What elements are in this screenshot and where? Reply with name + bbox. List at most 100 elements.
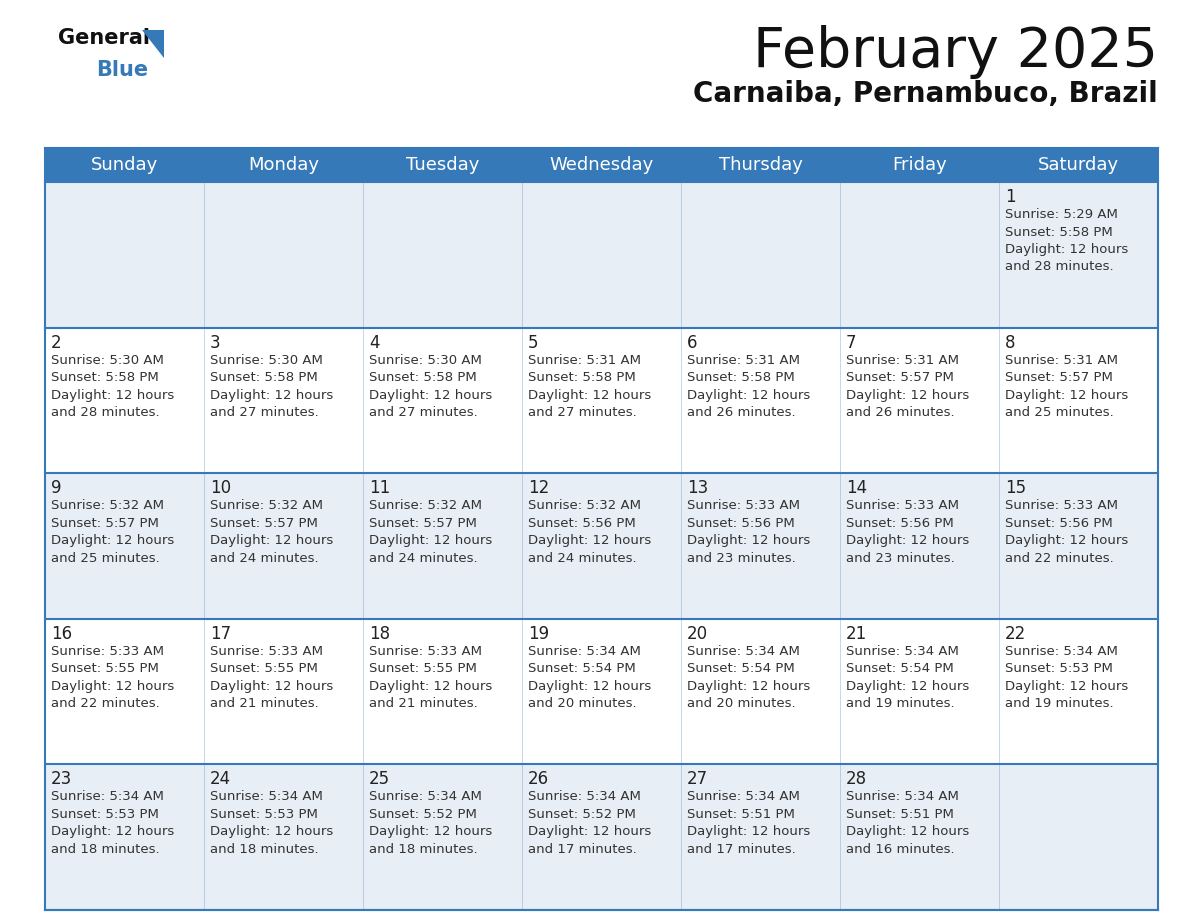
Text: Sunrise: 5:33 AM
Sunset: 5:55 PM
Daylight: 12 hours
and 22 minutes.: Sunrise: 5:33 AM Sunset: 5:55 PM Dayligh… — [51, 644, 175, 711]
Text: Sunrise: 5:34 AM
Sunset: 5:54 PM
Daylight: 12 hours
and 19 minutes.: Sunrise: 5:34 AM Sunset: 5:54 PM Dayligh… — [846, 644, 969, 711]
Text: Sunrise: 5:33 AM
Sunset: 5:56 PM
Daylight: 12 hours
and 23 minutes.: Sunrise: 5:33 AM Sunset: 5:56 PM Dayligh… — [846, 499, 969, 565]
Bar — [45, 182, 204, 328]
Bar — [45, 473, 204, 619]
Bar — [45, 619, 204, 765]
Text: 2: 2 — [51, 333, 62, 352]
Text: Sunrise: 5:29 AM
Sunset: 5:58 PM
Daylight: 12 hours
and 28 minutes.: Sunrise: 5:29 AM Sunset: 5:58 PM Dayligh… — [1005, 208, 1129, 274]
Bar — [364, 328, 522, 473]
Text: Sunrise: 5:31 AM
Sunset: 5:58 PM
Daylight: 12 hours
and 26 minutes.: Sunrise: 5:31 AM Sunset: 5:58 PM Dayligh… — [687, 353, 810, 420]
Text: 25: 25 — [369, 770, 390, 789]
Text: Sunrise: 5:34 AM
Sunset: 5:51 PM
Daylight: 12 hours
and 17 minutes.: Sunrise: 5:34 AM Sunset: 5:51 PM Dayligh… — [687, 790, 810, 856]
Bar — [522, 182, 681, 328]
Text: Sunrise: 5:34 AM
Sunset: 5:54 PM
Daylight: 12 hours
and 20 minutes.: Sunrise: 5:34 AM Sunset: 5:54 PM Dayligh… — [687, 644, 810, 711]
Text: 3: 3 — [210, 333, 221, 352]
Bar — [204, 765, 364, 910]
Text: Carnaiba, Pernambuco, Brazil: Carnaiba, Pernambuco, Brazil — [694, 80, 1158, 108]
Text: Sunrise: 5:34 AM
Sunset: 5:52 PM
Daylight: 12 hours
and 17 minutes.: Sunrise: 5:34 AM Sunset: 5:52 PM Dayligh… — [527, 790, 651, 856]
Text: Friday: Friday — [892, 156, 947, 174]
Text: Sunrise: 5:32 AM
Sunset: 5:57 PM
Daylight: 12 hours
and 25 minutes.: Sunrise: 5:32 AM Sunset: 5:57 PM Dayligh… — [51, 499, 175, 565]
Text: Sunrise: 5:31 AM
Sunset: 5:57 PM
Daylight: 12 hours
and 26 minutes.: Sunrise: 5:31 AM Sunset: 5:57 PM Dayligh… — [846, 353, 969, 420]
Polygon shape — [143, 30, 164, 58]
Bar — [840, 619, 999, 765]
Text: Sunrise: 5:32 AM
Sunset: 5:57 PM
Daylight: 12 hours
and 24 minutes.: Sunrise: 5:32 AM Sunset: 5:57 PM Dayligh… — [210, 499, 334, 565]
Text: Sunrise: 5:34 AM
Sunset: 5:52 PM
Daylight: 12 hours
and 18 minutes.: Sunrise: 5:34 AM Sunset: 5:52 PM Dayligh… — [369, 790, 492, 856]
Text: 11: 11 — [369, 479, 390, 498]
Bar — [45, 148, 1158, 182]
Text: Sunrise: 5:33 AM
Sunset: 5:55 PM
Daylight: 12 hours
and 21 minutes.: Sunrise: 5:33 AM Sunset: 5:55 PM Dayligh… — [369, 644, 492, 711]
Text: Saturday: Saturday — [1038, 156, 1119, 174]
Text: Sunrise: 5:32 AM
Sunset: 5:57 PM
Daylight: 12 hours
and 24 minutes.: Sunrise: 5:32 AM Sunset: 5:57 PM Dayligh… — [369, 499, 492, 565]
Bar — [522, 473, 681, 619]
Text: 18: 18 — [369, 625, 390, 643]
Bar — [681, 182, 840, 328]
Text: Sunrise: 5:34 AM
Sunset: 5:53 PM
Daylight: 12 hours
and 19 minutes.: Sunrise: 5:34 AM Sunset: 5:53 PM Dayligh… — [1005, 644, 1129, 711]
Text: Sunrise: 5:30 AM
Sunset: 5:58 PM
Daylight: 12 hours
and 28 minutes.: Sunrise: 5:30 AM Sunset: 5:58 PM Dayligh… — [51, 353, 175, 420]
Text: Sunrise: 5:33 AM
Sunset: 5:56 PM
Daylight: 12 hours
and 23 minutes.: Sunrise: 5:33 AM Sunset: 5:56 PM Dayligh… — [687, 499, 810, 565]
Bar — [522, 328, 681, 473]
Text: Sunrise: 5:31 AM
Sunset: 5:58 PM
Daylight: 12 hours
and 27 minutes.: Sunrise: 5:31 AM Sunset: 5:58 PM Dayligh… — [527, 353, 651, 420]
Text: 19: 19 — [527, 625, 549, 643]
Text: Tuesday: Tuesday — [406, 156, 479, 174]
Bar — [204, 328, 364, 473]
Bar — [364, 473, 522, 619]
Text: 15: 15 — [1005, 479, 1026, 498]
Text: Sunday: Sunday — [90, 156, 158, 174]
Bar — [204, 619, 364, 765]
Bar — [999, 182, 1158, 328]
Text: Sunrise: 5:32 AM
Sunset: 5:56 PM
Daylight: 12 hours
and 24 minutes.: Sunrise: 5:32 AM Sunset: 5:56 PM Dayligh… — [527, 499, 651, 565]
Bar — [364, 182, 522, 328]
Text: Sunrise: 5:30 AM
Sunset: 5:58 PM
Daylight: 12 hours
and 27 minutes.: Sunrise: 5:30 AM Sunset: 5:58 PM Dayligh… — [369, 353, 492, 420]
Bar — [204, 182, 364, 328]
Text: Sunrise: 5:31 AM
Sunset: 5:57 PM
Daylight: 12 hours
and 25 minutes.: Sunrise: 5:31 AM Sunset: 5:57 PM Dayligh… — [1005, 353, 1129, 420]
Text: 10: 10 — [210, 479, 232, 498]
Bar — [999, 473, 1158, 619]
Text: General: General — [58, 28, 150, 48]
Text: 14: 14 — [846, 479, 867, 498]
Text: 9: 9 — [51, 479, 62, 498]
Text: 22: 22 — [1005, 625, 1026, 643]
Bar — [840, 182, 999, 328]
Bar — [522, 765, 681, 910]
Bar — [522, 619, 681, 765]
Text: 20: 20 — [687, 625, 708, 643]
Text: Sunrise: 5:30 AM
Sunset: 5:58 PM
Daylight: 12 hours
and 27 minutes.: Sunrise: 5:30 AM Sunset: 5:58 PM Dayligh… — [210, 353, 334, 420]
Bar — [681, 765, 840, 910]
Text: 4: 4 — [369, 333, 379, 352]
Text: Sunrise: 5:33 AM
Sunset: 5:56 PM
Daylight: 12 hours
and 22 minutes.: Sunrise: 5:33 AM Sunset: 5:56 PM Dayligh… — [1005, 499, 1129, 565]
Bar — [681, 473, 840, 619]
Text: 1: 1 — [1005, 188, 1016, 206]
Bar — [999, 328, 1158, 473]
Bar — [681, 328, 840, 473]
Text: Sunrise: 5:34 AM
Sunset: 5:51 PM
Daylight: 12 hours
and 16 minutes.: Sunrise: 5:34 AM Sunset: 5:51 PM Dayligh… — [846, 790, 969, 856]
Bar — [681, 619, 840, 765]
Text: Sunrise: 5:34 AM
Sunset: 5:53 PM
Daylight: 12 hours
and 18 minutes.: Sunrise: 5:34 AM Sunset: 5:53 PM Dayligh… — [210, 790, 334, 856]
Text: February 2025: February 2025 — [753, 25, 1158, 79]
Text: 21: 21 — [846, 625, 867, 643]
Bar — [364, 765, 522, 910]
Bar — [45, 765, 204, 910]
Text: 6: 6 — [687, 333, 697, 352]
Text: Thursday: Thursday — [719, 156, 802, 174]
Text: 26: 26 — [527, 770, 549, 789]
Text: 24: 24 — [210, 770, 232, 789]
Text: 16: 16 — [51, 625, 72, 643]
Text: Sunrise: 5:34 AM
Sunset: 5:53 PM
Daylight: 12 hours
and 18 minutes.: Sunrise: 5:34 AM Sunset: 5:53 PM Dayligh… — [51, 790, 175, 856]
Text: 23: 23 — [51, 770, 72, 789]
Text: 7: 7 — [846, 333, 857, 352]
Text: 27: 27 — [687, 770, 708, 789]
Bar — [204, 473, 364, 619]
Text: 5: 5 — [527, 333, 538, 352]
Text: Sunrise: 5:34 AM
Sunset: 5:54 PM
Daylight: 12 hours
and 20 minutes.: Sunrise: 5:34 AM Sunset: 5:54 PM Dayligh… — [527, 644, 651, 711]
Bar — [840, 473, 999, 619]
Bar — [364, 619, 522, 765]
Text: 28: 28 — [846, 770, 867, 789]
Text: 12: 12 — [527, 479, 549, 498]
Text: Monday: Monday — [248, 156, 320, 174]
Text: Blue: Blue — [96, 60, 148, 80]
Text: 17: 17 — [210, 625, 232, 643]
Bar — [45, 328, 204, 473]
Text: Sunrise: 5:33 AM
Sunset: 5:55 PM
Daylight: 12 hours
and 21 minutes.: Sunrise: 5:33 AM Sunset: 5:55 PM Dayligh… — [210, 644, 334, 711]
Text: Wednesday: Wednesday — [549, 156, 653, 174]
Bar — [999, 619, 1158, 765]
Bar — [840, 765, 999, 910]
